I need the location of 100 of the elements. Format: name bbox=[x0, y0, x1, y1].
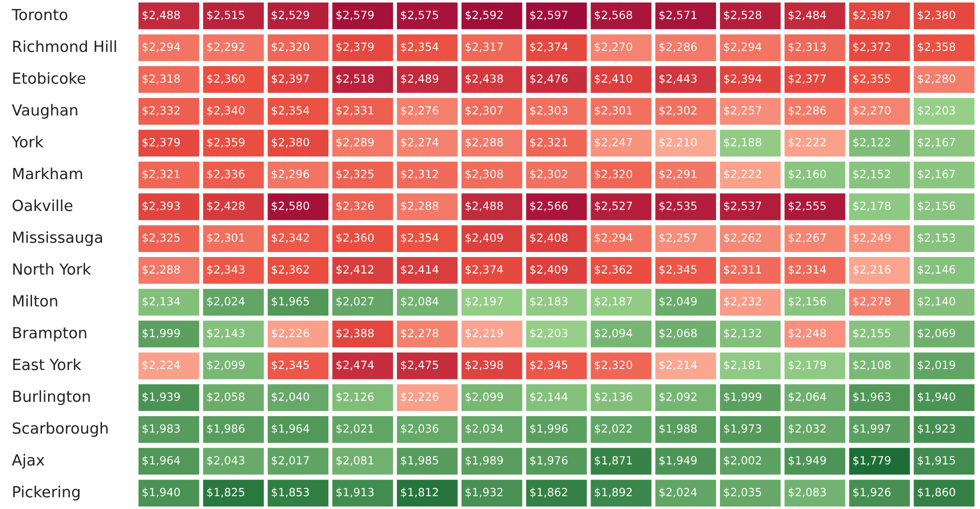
data-label: $2,021 bbox=[336, 424, 374, 434]
data-label: $2,412 bbox=[336, 265, 374, 276]
data-label: $2,518 bbox=[336, 74, 374, 84]
y-tick-label: Mississauga bbox=[13, 231, 102, 246]
data-label: $2,393 bbox=[142, 201, 180, 212]
data-label: $2,187 bbox=[594, 296, 632, 307]
data-label: $1,915 bbox=[918, 456, 955, 466]
data-label: $2,360 bbox=[336, 233, 374, 244]
data-label: $2,019 bbox=[918, 360, 956, 371]
data-label: $2,320 bbox=[594, 360, 632, 371]
data-label: $2,286 bbox=[659, 42, 697, 52]
data-label: $2,355 bbox=[853, 74, 890, 84]
data-label: $2,099 bbox=[207, 360, 244, 371]
data-label: $2,294 bbox=[142, 42, 180, 52]
data-label: $1,963 bbox=[853, 392, 890, 402]
data-label: $2,224 bbox=[142, 360, 180, 371]
data-label: $2,409 bbox=[530, 265, 568, 276]
data-label: $2,488 bbox=[142, 10, 180, 21]
data-label: $1,913 bbox=[336, 488, 374, 498]
data-label: $1,812 bbox=[401, 488, 438, 498]
data-label: $2,084 bbox=[401, 296, 438, 307]
data-label: $2,081 bbox=[336, 456, 374, 466]
data-label: $2,035 bbox=[724, 488, 762, 498]
data-label: $2,529 bbox=[272, 10, 310, 21]
data-label: $1,964 bbox=[272, 424, 310, 434]
data-label: $1,779 bbox=[853, 456, 890, 466]
data-label: $2,140 bbox=[918, 296, 956, 307]
data-label: $2,302 bbox=[530, 170, 568, 180]
data-label: $1,825 bbox=[207, 488, 244, 498]
data-label: $1,988 bbox=[659, 424, 697, 434]
data-label: $2,320 bbox=[272, 42, 310, 52]
data-label: $1,871 bbox=[594, 456, 632, 466]
data-label: $2,247 bbox=[594, 138, 632, 148]
data-label: $2,024 bbox=[659, 488, 697, 498]
data-label: $2,156 bbox=[918, 201, 956, 212]
data-label: $2,336 bbox=[207, 170, 245, 180]
data-label: $2,068 bbox=[659, 328, 697, 339]
y-tick-label: Burlington bbox=[13, 390, 90, 406]
data-label: $2,094 bbox=[594, 328, 632, 339]
data-label: $2,359 bbox=[207, 138, 244, 148]
data-label: $2,179 bbox=[788, 360, 826, 371]
data-label: $2,317 bbox=[466, 42, 503, 52]
data-label: $2,132 bbox=[724, 328, 761, 339]
data-label: $2,262 bbox=[724, 233, 761, 244]
data-label: $2,580 bbox=[272, 201, 310, 212]
data-label: $2,288 bbox=[466, 138, 503, 148]
data-label: $2,314 bbox=[788, 265, 826, 276]
data-label: $2,040 bbox=[272, 392, 310, 402]
data-label: $2,428 bbox=[207, 201, 244, 212]
data-label: $2,226 bbox=[272, 328, 310, 339]
data-label: $2,397 bbox=[272, 74, 309, 84]
data-label: $1,996 bbox=[530, 424, 568, 434]
data-label: $2,043 bbox=[207, 456, 244, 466]
data-label: $2,288 bbox=[142, 265, 180, 276]
data-label: $2,278 bbox=[853, 296, 890, 307]
data-label: $2,566 bbox=[530, 201, 568, 212]
data-label: $2,083 bbox=[788, 488, 826, 498]
data-label: $2,308 bbox=[466, 170, 503, 180]
data-label: $2,274 bbox=[401, 138, 438, 148]
data-label: $2,178 bbox=[853, 201, 890, 212]
data-label: $1,940 bbox=[918, 392, 956, 402]
data-label: $2,257 bbox=[659, 233, 696, 244]
data-label: $1,999 bbox=[724, 392, 762, 402]
data-label: $2,294 bbox=[724, 42, 762, 52]
data-label: $1,983 bbox=[142, 424, 180, 434]
data-label: $2,222 bbox=[788, 138, 826, 148]
y-tick-label: Vaughan bbox=[12, 104, 78, 119]
data-label: $2,232 bbox=[724, 296, 761, 307]
data-label: $2,181 bbox=[724, 360, 762, 371]
data-label: $1,860 bbox=[918, 488, 956, 498]
data-label: $2,155 bbox=[853, 328, 890, 339]
data-label: $2,136 bbox=[594, 392, 632, 402]
data-label: $2,301 bbox=[207, 233, 244, 244]
data-label: $2,343 bbox=[207, 265, 244, 276]
data-label: $2,017 bbox=[272, 456, 309, 466]
data-label: $2,216 bbox=[853, 265, 891, 276]
data-label: $1,926 bbox=[853, 488, 891, 498]
data-label: $2,387 bbox=[853, 10, 890, 21]
data-label: $2,270 bbox=[594, 42, 632, 52]
data-label: $1,862 bbox=[530, 488, 568, 498]
data-label: $2,312 bbox=[401, 170, 438, 180]
data-label: $2,226 bbox=[401, 392, 438, 402]
y-tick-label: Milton bbox=[13, 294, 58, 307]
y-tick-label: Toronto bbox=[12, 8, 68, 20]
data-label: $1,923 bbox=[918, 424, 955, 434]
data-label: $2,203 bbox=[530, 328, 568, 339]
data-label: $2,288 bbox=[401, 201, 438, 212]
data-label: $2,597 bbox=[530, 10, 568, 21]
data-label: $2,126 bbox=[336, 392, 374, 402]
data-label: $2,571 bbox=[659, 10, 696, 21]
data-label: $2,528 bbox=[724, 10, 762, 21]
y-tick-label: Ajax bbox=[12, 454, 44, 469]
data-label: $2,049 bbox=[659, 296, 697, 307]
data-label: $1,997 bbox=[853, 424, 890, 434]
data-label: $2,354 bbox=[272, 106, 310, 116]
data-label: $2,345 bbox=[530, 360, 568, 371]
data-label: $2,345 bbox=[272, 360, 309, 371]
data-label: $1,949 bbox=[659, 456, 697, 466]
y-tick-label: Pickering bbox=[13, 486, 80, 500]
data-label: $2,032 bbox=[788, 424, 826, 434]
